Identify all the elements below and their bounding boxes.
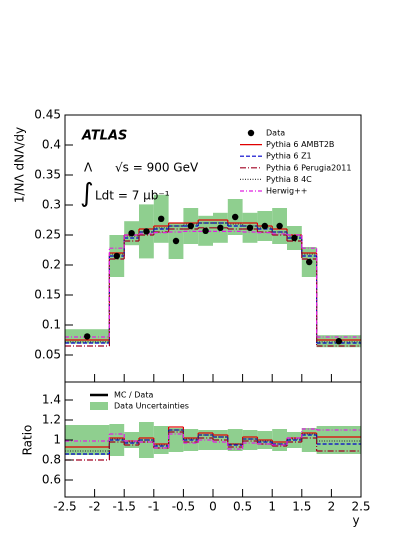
legend-label: Pythia 8 4C (266, 175, 312, 184)
y-axis-label: 1/NΛ dNΛ/dy (13, 127, 27, 203)
plot-frame (64, 381, 362, 498)
x-tick-label: 0 (209, 500, 217, 514)
y-tick-label: 0.6 (42, 473, 61, 487)
annotation: ∫ (80, 179, 94, 209)
legend-box (90, 402, 108, 410)
data-point (202, 227, 209, 234)
legend-label: Data Uncertainties (114, 402, 189, 411)
y-tick-label: 0.05 (34, 348, 61, 362)
y-tick-label: 1.2 (42, 413, 61, 427)
uncertainty-band (272, 429, 287, 451)
y-tick-label: 0.45 (34, 108, 61, 122)
annotation: Λ (84, 161, 93, 175)
data-point (158, 215, 165, 222)
data-point (246, 224, 254, 231)
legend-label: Pythia 6 Perugia2011 (266, 163, 351, 172)
data-point (276, 222, 283, 230)
legend-label: Pythia 6 Z1 (266, 152, 312, 161)
data-point (217, 224, 224, 231)
y-tick-label: 1 (53, 433, 61, 447)
x-tick-label: 2 (328, 500, 336, 514)
legend-label: Herwig++ (266, 187, 307, 196)
legend-label: Pythia 6 AMBT2B (266, 140, 334, 149)
y-axis-label: Ratio (21, 425, 35, 456)
y-tick-label: 1.4 (42, 393, 61, 407)
x-tick-label: -1.5 (112, 500, 135, 514)
data-point (143, 228, 150, 235)
x-tick-label: 1.5 (292, 500, 311, 514)
y-tick-label: 0.1 (42, 318, 61, 332)
data-point (291, 234, 298, 242)
x-tick-label: 1 (268, 500, 276, 514)
data-point (335, 338, 342, 345)
data-point (232, 213, 239, 221)
x-tick-label: -1 (148, 500, 160, 514)
annotation: Ldt = 7 μb⁻¹ (95, 189, 170, 203)
y-tick-label: 0.4 (42, 138, 61, 152)
data-point (172, 237, 180, 245)
y-tick-label: 0.25 (34, 228, 61, 242)
data-point (261, 222, 268, 230)
legend-label: MC / Data (114, 391, 153, 400)
x-tick-label: 0.5 (233, 500, 252, 514)
uncertainty-band (124, 432, 139, 448)
uncertainty-band (301, 428, 317, 452)
data-point (113, 252, 121, 260)
y-tick-label: 0.35 (34, 168, 61, 182)
uncertainty-band (316, 426, 361, 454)
x-tick-label: -2.5 (53, 500, 76, 514)
y-tick-label: 0.8 (42, 453, 61, 467)
uncertainty-band (153, 426, 169, 454)
y-tick-label: 0.15 (34, 288, 61, 302)
x-tick-label: -2 (89, 500, 101, 514)
legend-label: Data (266, 129, 285, 138)
uncertainty-band (227, 429, 243, 451)
y-tick-label: 0.3 (42, 198, 61, 212)
data-point (84, 333, 91, 340)
x-tick-label: -0.5 (172, 500, 195, 514)
y-tick-label: 0.2 (42, 258, 61, 272)
x-tick-label: 2.5 (351, 500, 370, 514)
data-point (306, 258, 313, 266)
data-point (187, 222, 194, 230)
uncertainty-band (242, 430, 258, 450)
annotation: √s = 900 GeV (115, 161, 199, 175)
data-point (128, 230, 135, 237)
legend-marker (247, 129, 255, 137)
x-axis-label: y (352, 514, 359, 528)
atlas-label: ATLAS (81, 129, 127, 144)
